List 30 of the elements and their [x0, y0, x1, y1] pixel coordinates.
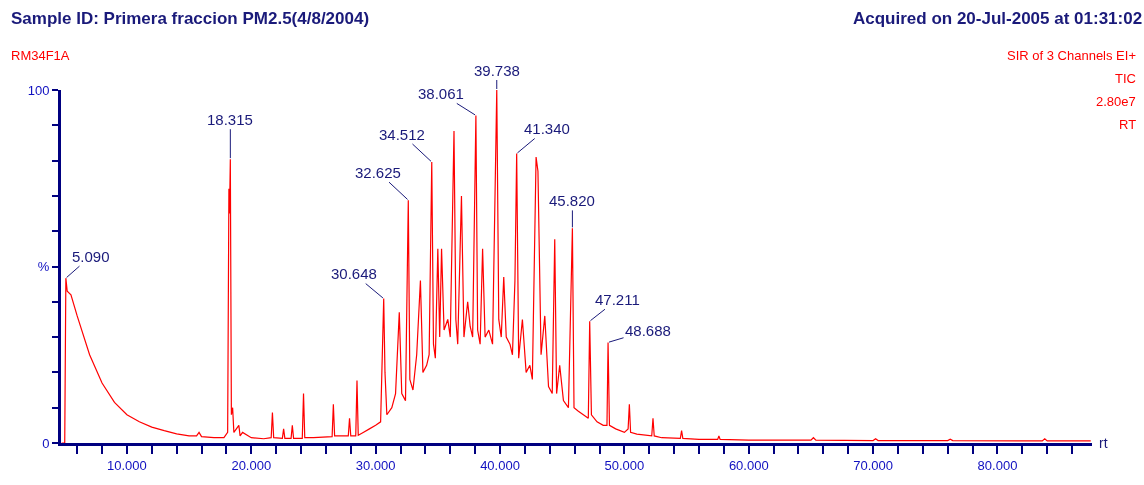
annotation: 47.211 — [595, 291, 640, 308]
text: 2.80e7 — [1096, 94, 1136, 109]
x-tick-label: 80.000 — [977, 457, 1018, 473]
annotation: 32.625 — [355, 164, 401, 181]
text: RM34F1A — [11, 48, 70, 63]
chart-subtitle: Acquired on 20-Jul-2005 at 01:31:02 — [853, 9, 1143, 28]
x-tick-label: 10.000 — [107, 457, 147, 473]
x-axis-title: rt — [1099, 435, 1108, 451]
x-tick-label: 20.000 — [231, 457, 272, 473]
text: RT — [1119, 117, 1137, 132]
text: TIC — [1115, 71, 1136, 86]
annotation: 30.648 — [331, 265, 377, 282]
annotation: 18.315 — [207, 111, 253, 128]
x-tick-label: 50.000 — [604, 457, 645, 473]
chart-title: Sample ID: Primera fraccion PM2.5(4/8/2004) — [11, 9, 370, 28]
text: SIR of 3 Channels EI+ — [1007, 48, 1136, 63]
y-tick-label: % — [37, 259, 50, 275]
annotation: 39.738 — [474, 62, 520, 79]
annotation: 48.688 — [625, 322, 671, 339]
y-tick-label: 0 — [42, 435, 50, 451]
x-tick-label: 30.000 — [355, 457, 396, 473]
x-tick-label: 70.000 — [853, 457, 893, 473]
y-tick-label: 100 — [27, 82, 50, 98]
annotation: 34.512 — [379, 126, 425, 143]
annotation: 41.340 — [524, 120, 570, 137]
annotation: 38.061 — [418, 85, 464, 102]
x-tick-label: 40.000 — [480, 457, 520, 473]
annotation: 5.090 — [72, 248, 110, 265]
x-tick-label: 60.000 — [728, 457, 769, 473]
annotation: 45.820 — [549, 192, 595, 209]
